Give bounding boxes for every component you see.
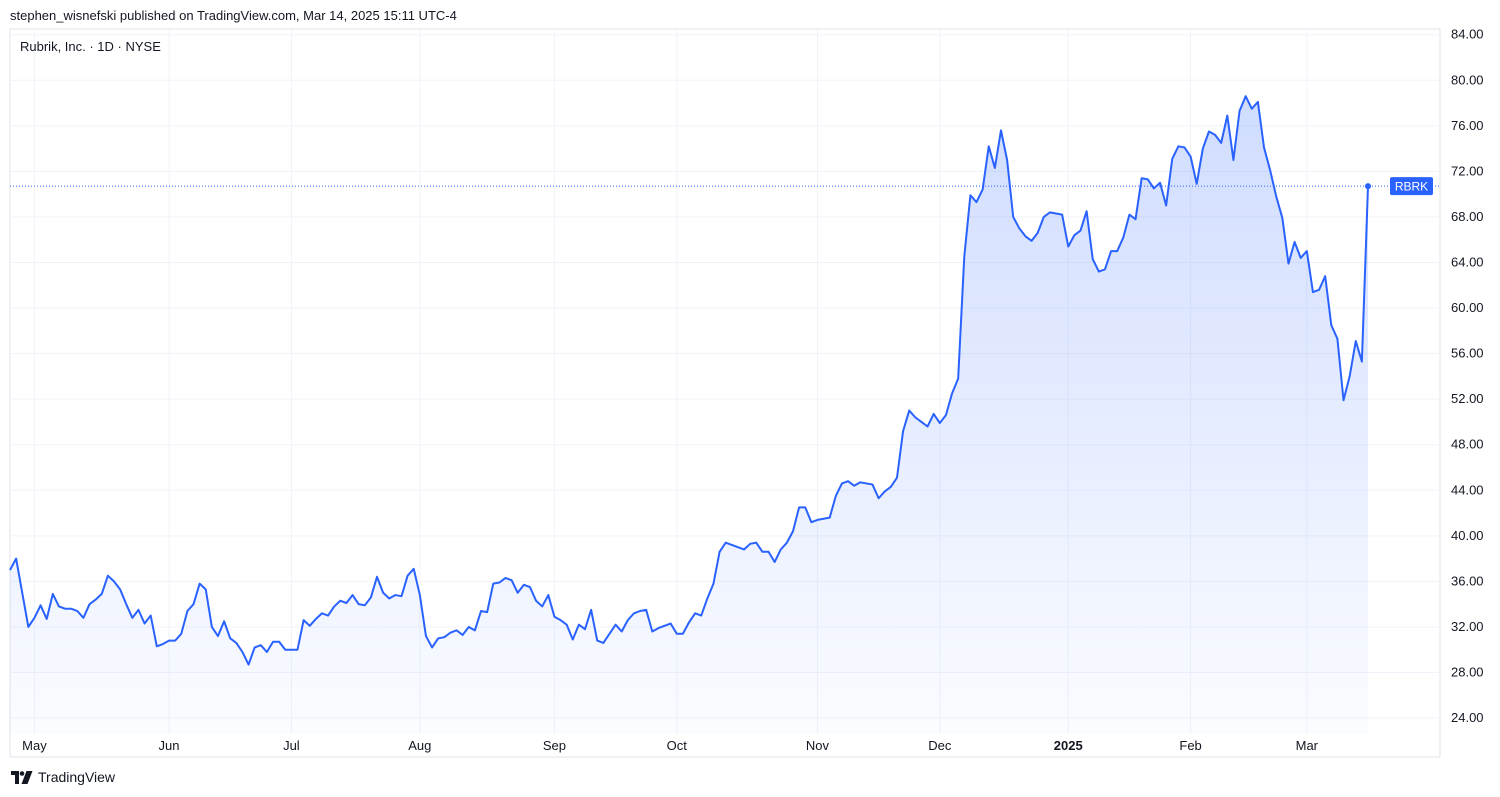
published-by-line: stephen_wisnefski published on TradingVi… [10,8,457,23]
x-tick-label: Jul [283,738,300,753]
plot-frame [9,28,1441,758]
x-tick-label: Dec [928,738,952,753]
x-tick-label: Mar [1296,738,1319,753]
y-tick-label: 52.00 [1451,391,1484,406]
y-tick-label: 40.00 [1451,528,1484,543]
y-tick-label: 28.00 [1451,664,1484,679]
y-tick-label: 48.00 [1451,437,1484,452]
y-tick-label: 56.00 [1451,346,1484,361]
y-tick-label: 36.00 [1451,573,1484,588]
y-tick-label: 64.00 [1451,254,1484,269]
line-layer [9,95,1369,666]
y-tick-label: 44.00 [1451,482,1484,497]
x-tick-label: Feb [1179,738,1201,753]
x-tick-label: Jun [159,738,180,753]
area-layer [10,96,1368,734]
y-tick-label: 72.00 [1451,163,1484,178]
y-tick-label: 68.00 [1451,209,1484,224]
x-tick-label: Nov [806,738,830,753]
y-tick-label: 24.00 [1451,710,1484,725]
x-tick-label: Aug [408,738,431,753]
price-line-rbrk [9,95,1369,666]
y-tick-label: 76.00 [1451,118,1484,133]
chart-title: Rubrik, Inc. · 1D · NYSE [20,39,161,54]
x-tick-label: Oct [667,738,688,753]
y-tick-label: 80.00 [1451,72,1484,87]
y-axis: 24.00 28.00 32.00 36.00 40.00 44.00 48.00 52.00… [1451,27,1484,725]
tradingview-logo-icon [11,770,33,784]
price-area-fill [10,96,1368,734]
x-axis: May Jun Jul Aug Sep Oct Nov Dec 2025 Feb Mar [22,738,1319,753]
tradingview-brand: TradingView [11,769,115,785]
last-price-layer: RBRK [10,177,1440,196]
symbol-label-badge [1390,177,1433,196]
brand-name: TradingView [38,769,116,785]
symbol-label-text: RBRK [1395,180,1428,194]
y-tick-label: 32.00 [1451,619,1484,634]
y-tick-label: 60.00 [1451,300,1484,315]
last-price-marker [1365,183,1371,190]
y-tick-label: 84.00 [1451,27,1484,42]
x-tick-label: Sep [543,738,566,753]
x-tick-label: 2025 [1054,738,1083,753]
x-tick-label: May [22,738,47,753]
